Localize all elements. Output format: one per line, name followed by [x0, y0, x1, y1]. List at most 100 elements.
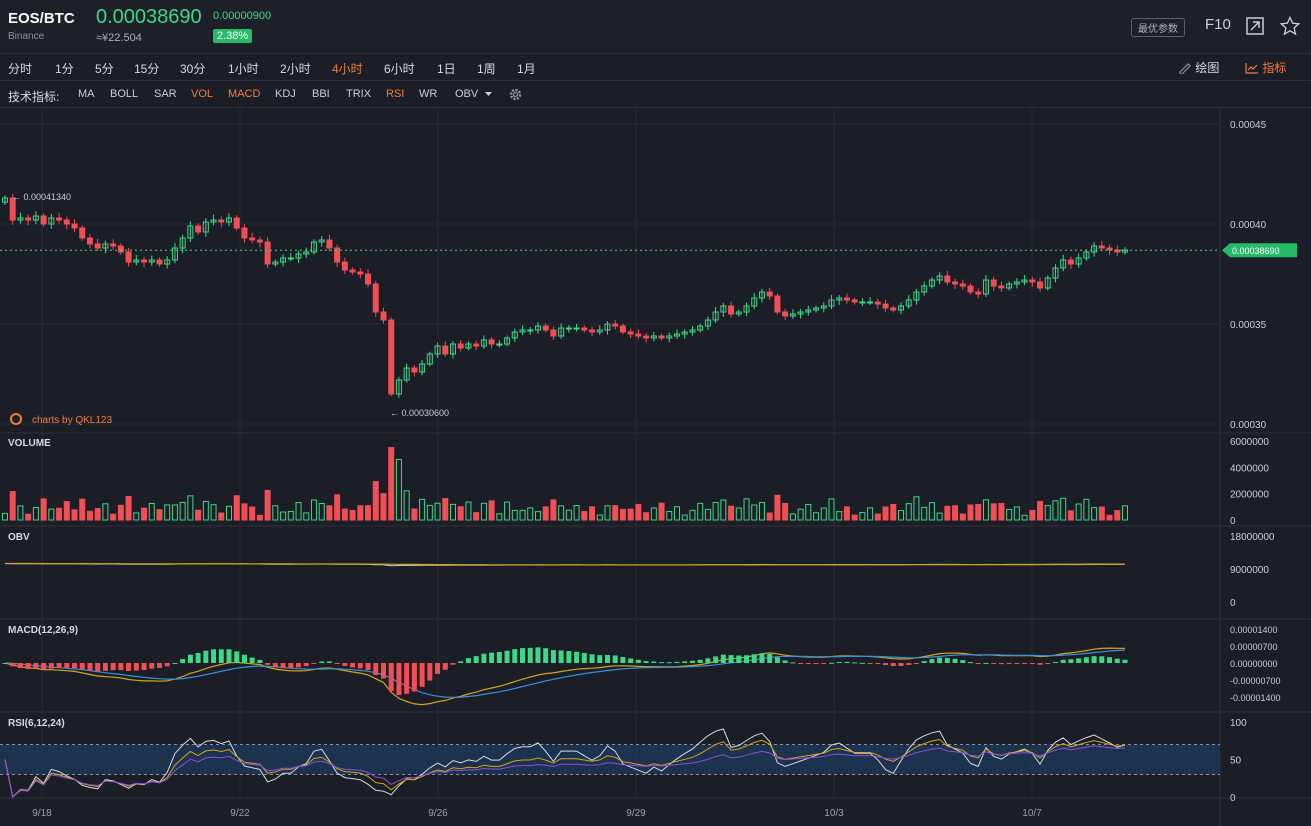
timeframe-tab[interactable]: 1分: [55, 62, 74, 76]
macd-bar: [890, 663, 896, 667]
indicator-macd[interactable]: MACD: [228, 88, 261, 100]
candle-body: [674, 333, 680, 337]
indicator-sar[interactable]: SAR: [154, 88, 177, 100]
timeframe-tab-active[interactable]: 4小时: [332, 62, 363, 76]
macd-bar: [859, 662, 865, 664]
volume-bar: [110, 513, 117, 521]
timeframe-tab[interactable]: 30分: [180, 62, 206, 76]
macd-bar: [682, 661, 688, 663]
timeframe-tab[interactable]: 1周: [477, 62, 496, 76]
volume-bar: [650, 507, 657, 521]
macd-bar: [952, 658, 958, 663]
volume-bar: [303, 512, 310, 521]
timeframe-tab[interactable]: 分时: [8, 62, 33, 76]
candle-body: [202, 221, 209, 233]
volume-bar: [56, 507, 63, 521]
indicator-kdj[interactable]: KDJ: [275, 88, 296, 100]
volume-bar: [233, 495, 240, 521]
candle-body: [1075, 257, 1082, 265]
macd-bar: [643, 661, 649, 663]
volume-bar: [1029, 510, 1036, 521]
volume-bar: [1122, 505, 1128, 521]
volume-bar: [326, 505, 333, 521]
fullscreen-icon[interactable]: [1245, 16, 1265, 36]
price-tick-label: 0.00040: [1230, 220, 1267, 231]
draw-button[interactable]: 绘图: [1178, 59, 1219, 76]
timeframe-tab[interactable]: 1小时: [228, 62, 259, 76]
volume-bar: [395, 458, 402, 521]
candle-body: [928, 279, 935, 287]
indicator-boll[interactable]: BOLL: [110, 88, 139, 100]
indicator-bbi[interactable]: BBI: [312, 88, 330, 100]
macd-tick-label: -0.00001400: [1230, 693, 1281, 703]
indicator-obv[interactable]: OBV: [455, 88, 479, 100]
indicator-trix[interactable]: TRIX: [346, 88, 372, 100]
indicator-button[interactable]: 指标: [1245, 59, 1286, 76]
macd-bar: [1037, 663, 1043, 665]
indicator-ma[interactable]: MA: [78, 88, 95, 100]
header-bar: EOS/BTC Binance 0.00038690 ≈¥22.504 0.00…: [0, 0, 1311, 54]
candle-body: [25, 217, 32, 221]
volume-bar: [959, 513, 966, 521]
star-icon[interactable]: [1280, 16, 1300, 36]
candle-body: [480, 339, 487, 347]
volume-bar: [534, 511, 541, 521]
indicator-rsi[interactable]: RSI: [386, 88, 405, 100]
macd-bar: [118, 663, 124, 671]
timeframe-tab[interactable]: 2小时: [280, 62, 311, 76]
macd-bar: [898, 663, 904, 667]
candle-body: [936, 275, 943, 281]
volume-bar: [210, 504, 217, 521]
candle-body: [1067, 259, 1074, 265]
candle-body: [720, 305, 727, 313]
macd-bar: [1091, 656, 1097, 663]
volume-bar: [1106, 514, 1113, 521]
macd-bar: [805, 663, 811, 664]
candle-body: [967, 285, 974, 293]
candle-body: [9, 197, 16, 221]
volume-bar: [558, 505, 565, 521]
macd-bar: [72, 663, 78, 669]
macd-bar: [64, 663, 70, 668]
macd-bar: [558, 650, 564, 663]
candle-body: [326, 239, 333, 249]
macd-bar: [126, 663, 132, 672]
timeframe-tab[interactable]: 5分: [95, 62, 114, 76]
volume-bar: [48, 508, 55, 521]
volume-bar: [898, 510, 904, 521]
timeframe-tab[interactable]: 1月: [517, 62, 536, 76]
volume-bar: [457, 506, 464, 521]
x-tick-label: 10/3: [824, 808, 844, 819]
candle-body: [249, 237, 256, 241]
pencil-icon: [1179, 63, 1191, 75]
volume-bar: [318, 502, 325, 521]
indicator-wr[interactable]: WR: [419, 88, 438, 100]
gear-icon[interactable]: [508, 87, 523, 102]
volume-bar: [952, 505, 959, 521]
macd-bar: [574, 651, 580, 663]
volume-bar: [704, 508, 711, 521]
volume-bar: [249, 506, 256, 521]
best-params-button[interactable]: 最优参数: [1131, 18, 1185, 37]
volume-bar: [998, 502, 1005, 521]
candle-body: [952, 281, 959, 285]
f10-button[interactable]: F10: [1205, 16, 1231, 33]
macd-bar: [172, 662, 178, 664]
volume-bar: [295, 502, 302, 521]
timeframe-tab[interactable]: 15分: [134, 62, 160, 76]
candle-body: [565, 327, 572, 330]
chart-area[interactable]: 9/18 9/22 9/26 9/29 10/3 10/70.000450.000400.…: [0, 108, 1311, 826]
macd-bar: [249, 657, 255, 663]
macd-bar: [906, 663, 912, 666]
macd-bar: [527, 647, 533, 663]
candle-body: [117, 245, 124, 253]
candle-body: [63, 219, 70, 225]
timeframe-tab[interactable]: 1日: [437, 62, 456, 76]
indicator-vol[interactable]: VOL: [191, 88, 214, 100]
chevron-down-icon[interactable]: [484, 91, 493, 97]
candle-body: [766, 291, 773, 297]
macd-bar: [404, 663, 410, 694]
macd-bar: [960, 660, 966, 663]
timeframe-tab[interactable]: 6小时: [384, 62, 415, 76]
candle-body: [287, 257, 294, 260]
